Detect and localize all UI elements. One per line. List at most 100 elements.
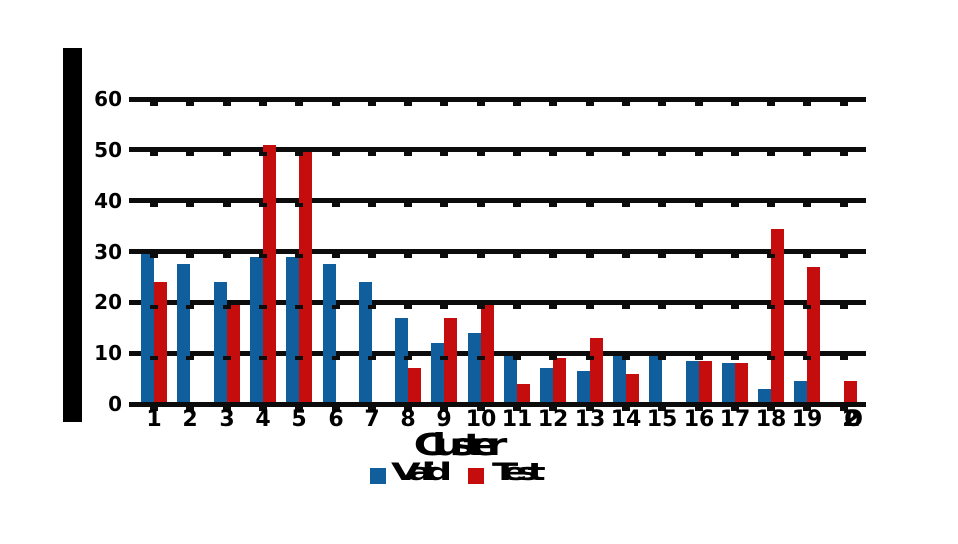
grid-tick-dash [150,254,158,258]
y-tick-label-60: 60 [94,87,122,111]
grid-tick-dash [840,254,848,258]
grid-tick-dash [404,152,412,156]
bar-valid-15 [649,356,662,406]
bar-valid-18 [758,389,771,406]
bar-valid-1 [141,254,154,406]
x-tick-label-17: 17 [719,407,751,432]
bar-valid-13 [577,371,590,406]
grid-tick-dash [803,356,811,360]
grid-tick-dash [332,356,340,360]
grid-tick-dash [767,152,775,156]
grid-tick-dash [440,102,448,106]
grid-tick-dash [840,102,848,106]
grid-tick-dash [368,305,376,309]
x-tick-label-19: 19 [791,407,823,432]
grid-tick-dash [695,305,703,309]
grid-tick-dash [549,356,557,360]
grid-tick-dash [259,102,267,106]
grid-tick-dash [840,152,848,156]
x-tick-label-8: 8 [400,407,416,432]
grid-tick-dash [695,407,703,411]
grid-tick-dash [622,203,630,207]
grid-tick-dash [368,152,376,156]
grid-tick-dash [477,305,485,309]
x-tick-label-4: 4 [255,407,271,432]
bar-test-19 [807,267,820,406]
grid-tick-dash [586,102,594,106]
x-tick-label-16: 16 [683,407,715,432]
bar-test-9 [444,318,457,406]
grid-tick-dash [295,203,303,207]
bar-test-3 [227,305,240,406]
grid-tick-dash [477,102,485,106]
legend-label-valid-text: Valid [391,458,452,486]
grid-tick-dash [549,305,557,309]
x-tick-label-14: 14 [610,407,642,432]
grid-tick-dash [549,254,557,258]
legend-label-valid: Valid [391,458,452,486]
grid-tick-dash [295,254,303,258]
grid-tick-dash [332,305,340,309]
y-tick-label-20: 20 [94,290,122,314]
grid-tick-dash [440,152,448,156]
grid-tick-dash [477,254,485,258]
bar-valid-2 [177,264,190,406]
bar-valid-17 [722,363,735,406]
x-tick-label-5: 5 [291,407,307,432]
grid-tick-dash [477,203,485,207]
bar-valid-6 [323,264,336,406]
grid-tick-dash [404,203,412,207]
grid-tick-dash [332,152,340,156]
grid-tick-dash [803,203,811,207]
grid-tick-dash [332,203,340,207]
grid-tick-dash [622,356,630,360]
grid-tick-dash [295,407,303,411]
grid-tick-dash [803,102,811,106]
x-tick-label-12: 12 [537,407,569,432]
bar-test-17 [735,363,748,406]
bar-test-10 [481,305,494,406]
grid-tick-dash [223,407,231,411]
grid-tick-dash [803,305,811,309]
bar-valid-5 [286,257,299,406]
grid-tick-dash [513,102,521,106]
grid-tick-dash [586,152,594,156]
bar-valid-16 [686,361,699,406]
grid-tick-dash [404,305,412,309]
grid-tick-dash [223,152,231,156]
grid-tick-dash [259,356,267,360]
grid-tick-dash [767,203,775,207]
grid-tick-dash [150,102,158,106]
bar-test-13 [590,338,603,406]
gridline-50 [129,147,866,152]
grid-tick-dash [368,407,376,411]
grid-tick-dash [658,102,666,106]
grid-tick-dash [150,407,158,411]
x-axis-title: Cluster [330,428,590,463]
grid-tick-dash [259,203,267,207]
grid-tick-dash [477,407,485,411]
grid-tick-dash [477,356,485,360]
grid-tick-dash [259,407,267,411]
grid-tick-dash [513,356,521,360]
grid-tick-dash [622,407,630,411]
grid-tick-dash [731,356,739,360]
grid-tick-dash [658,356,666,360]
y-tick-label-10: 10 [94,341,122,365]
x-tick-label-10: 10 [465,407,497,432]
y-tick-label-50: 50 [94,138,122,162]
bar-valid-7 [359,282,372,406]
grid-tick-dash [223,356,231,360]
legend-label-test-text: Test [492,458,546,486]
x-tick-label-2: 2 [182,407,198,432]
y-tick-label-40: 40 [94,189,122,213]
grid-tick-dash [259,152,267,156]
legend-label-test: Test [492,458,546,486]
bar-test-1 [154,282,167,406]
grid-tick-dash [223,102,231,106]
grid-tick-dash [513,305,521,309]
bar-test-12 [553,358,566,406]
grid-tick-dash [440,407,448,411]
bar-test-11 [517,384,530,406]
x-tick-label-3: 3 [219,407,235,432]
